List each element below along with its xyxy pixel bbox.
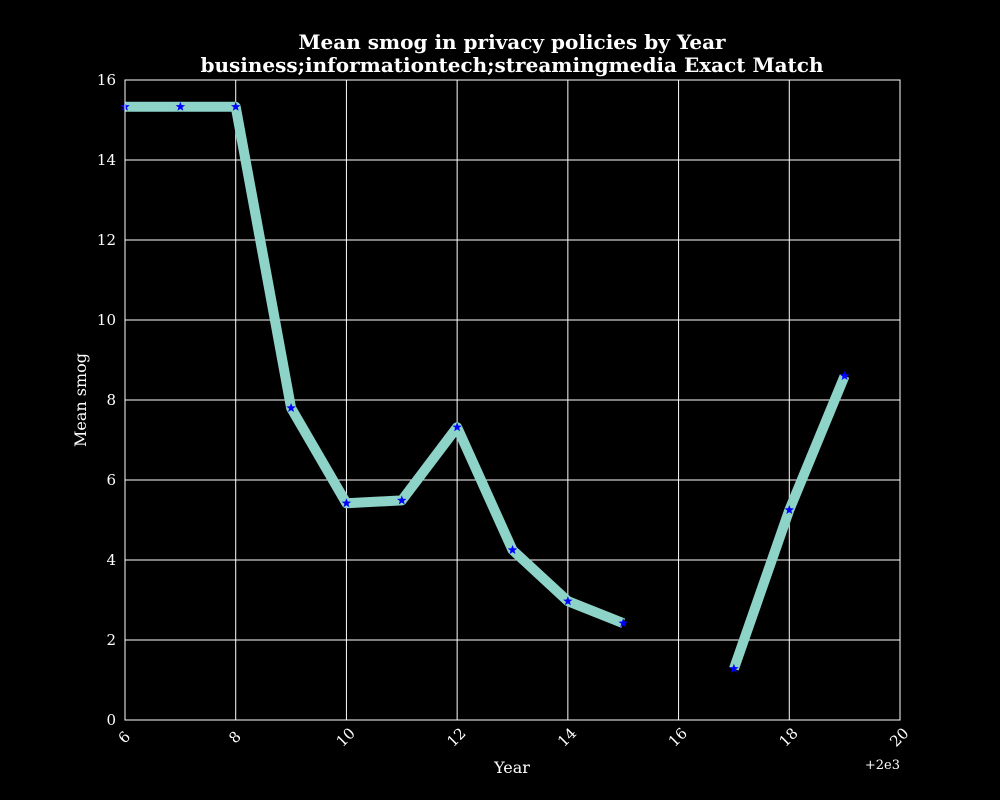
data-point-marker [507, 545, 518, 554]
y-tick-label: 12 [97, 231, 116, 249]
data-point-marker [397, 495, 407, 505]
y-tick-labels: 0 2 4 6 8 10 12 14 16 [97, 71, 116, 729]
data-point-marker [563, 596, 573, 606]
y-tick-label: 0 [106, 711, 116, 729]
data-point-marker [618, 618, 628, 628]
data-point-marker [839, 371, 850, 380]
y-tick-label: 6 [106, 471, 116, 489]
x-axis-offset-label: +2e3 [865, 758, 900, 773]
series-line [125, 101, 626, 628]
y-tick-label: 16 [97, 71, 116, 89]
y-tick-label: 8 [106, 391, 116, 409]
y-tick-label: 14 [97, 151, 116, 169]
data-point-marker [784, 505, 794, 514]
y-tick-label: 4 [106, 551, 116, 569]
data-point-marker [286, 403, 296, 412]
series-layer [120, 101, 850, 673]
y-axis-label: Mean smog [71, 353, 90, 447]
y-tick-label: 2 [106, 631, 116, 649]
data-point-marker [231, 101, 241, 111]
x-axis-label: Year [493, 758, 530, 777]
data-point-marker [341, 498, 352, 508]
data-point-marker [452, 422, 462, 432]
data-point-marker [175, 101, 186, 111]
chart-title-line1: Mean smog in privacy policies by Year [298, 30, 726, 54]
chart-title-line2: business;informationtech;streamingmedia … [200, 53, 823, 77]
plot-frame [124, 79, 901, 721]
data-point-marker [729, 663, 739, 673]
y-tick-label: 10 [97, 311, 116, 329]
